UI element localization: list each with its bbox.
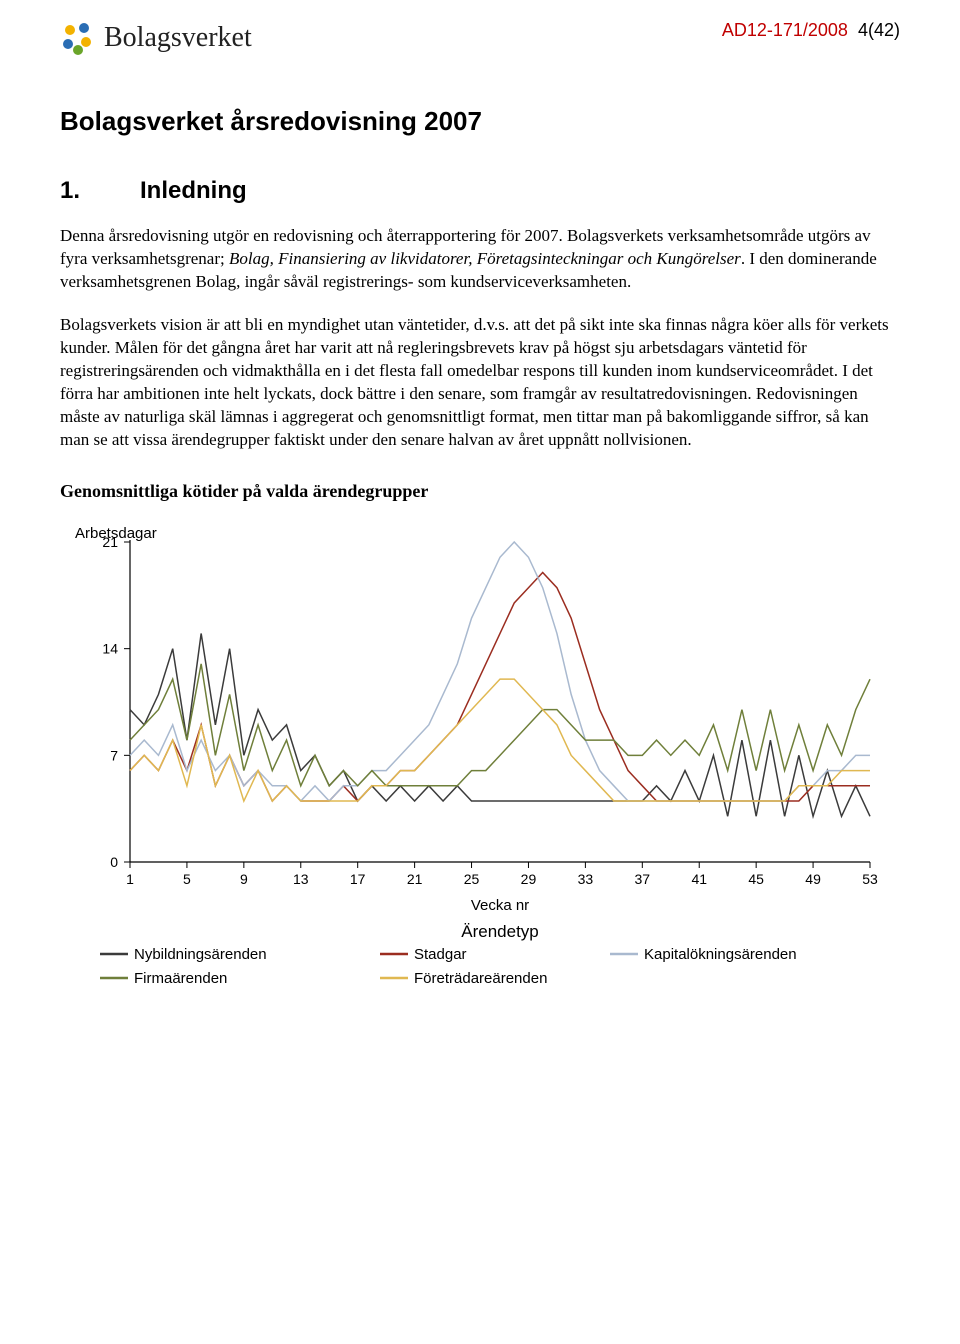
svg-text:Företrädareärenden: Företrädareärenden [414,970,547,987]
svg-text:9: 9 [240,871,248,887]
svg-text:Vecka nr: Vecka nr [471,897,529,914]
svg-text:21: 21 [102,534,118,550]
line-chart: Arbetsdagar07142115913172125293337414549… [60,522,900,1072]
svg-text:37: 37 [635,871,651,887]
section-heading-text: Inledning [140,177,247,204]
page-title: Bolagsverket årsredovisning 2007 [60,106,900,137]
svg-text:49: 49 [805,871,821,887]
svg-text:17: 17 [350,871,366,887]
svg-text:7: 7 [110,748,118,764]
section-number: 1. [60,177,140,205]
svg-text:29: 29 [521,871,537,887]
svg-text:33: 33 [578,871,594,887]
svg-text:25: 25 [464,871,480,887]
page-header: Bolagsverket AD12-171/2008 4(42) [60,20,900,56]
svg-text:21: 21 [407,871,423,887]
svg-text:53: 53 [862,871,878,887]
svg-text:Stadgar: Stadgar [414,946,467,963]
logo-icon [60,20,96,56]
paragraph-2: Bolagsverkets vision är att bli en myndi… [60,314,900,452]
svg-text:Kapitalökningsärenden: Kapitalökningsärenden [644,946,797,963]
svg-text:1: 1 [126,871,134,887]
para1-italic: Bolag, Finansiering av likvidatorer, För… [229,249,741,268]
document-reference: AD12-171/2008 4(42) [722,20,900,41]
svg-text:5: 5 [183,871,191,887]
page-number: 4(42) [858,20,900,40]
chart-svg: Arbetsdagar07142115913172125293337414549… [60,522,900,1072]
svg-text:0: 0 [110,854,118,870]
section-heading: 1.Inledning [60,177,900,205]
paragraph-1: Denna årsredovisning utgör en redovisnin… [60,225,900,294]
svg-text:Ärendetyp: Ärendetyp [461,922,539,941]
doc-ref-number: AD12-171/2008 [722,20,848,40]
svg-text:Firmaärenden: Firmaärenden [134,970,227,987]
svg-text:45: 45 [748,871,764,887]
svg-text:Nybildningsärenden: Nybildningsärenden [134,946,267,963]
svg-text:13: 13 [293,871,309,887]
svg-text:14: 14 [102,641,118,657]
logo-text: Bolagsverket [104,22,252,54]
logo: Bolagsverket [60,20,252,56]
svg-text:41: 41 [691,871,707,887]
chart-subheading: Genomsnittliga kötider på valda ärendegr… [60,481,900,502]
